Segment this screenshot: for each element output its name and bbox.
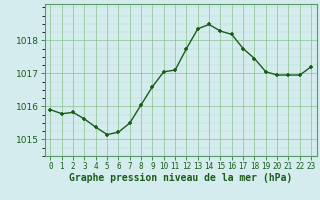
X-axis label: Graphe pression niveau de la mer (hPa): Graphe pression niveau de la mer (hPa) <box>69 173 292 183</box>
